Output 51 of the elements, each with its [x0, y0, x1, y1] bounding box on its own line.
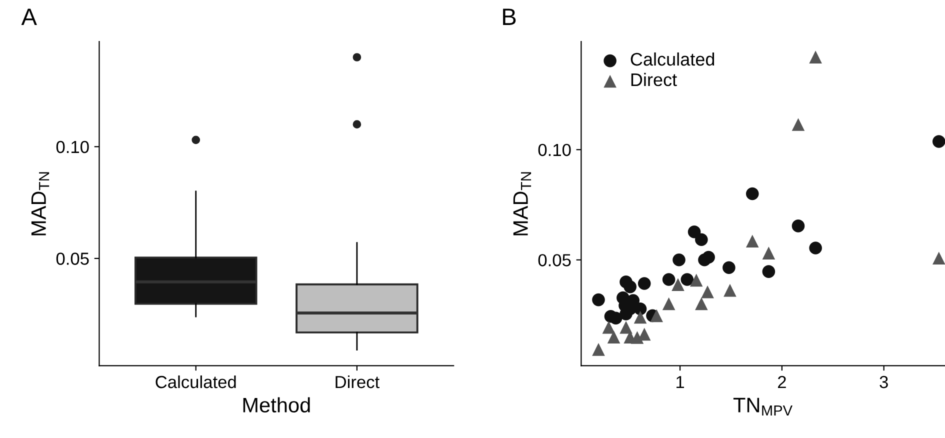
point — [634, 302, 647, 316]
point — [762, 265, 776, 278]
point — [620, 320, 632, 334]
point — [592, 343, 605, 356]
point — [672, 253, 686, 266]
point — [701, 285, 714, 298]
point — [672, 278, 684, 291]
point — [638, 277, 651, 290]
y-axis-title: MAD$_{TN}$ — [31, 172, 50, 236]
y-axis-title: MAD$_{TN}$ — [513, 172, 532, 236]
chart-title: B — [503, 8, 516, 25]
x-tick-label: 2 — [778, 376, 786, 388]
point — [607, 330, 620, 344]
chart-title: A — [21, 8, 37, 25]
y-tick-label: 0.05 — [56, 252, 89, 265]
y-tick-label: 0.05 — [538, 254, 571, 266]
legend-label: Calculated — [630, 52, 714, 66]
point — [695, 297, 708, 310]
y-tick-label: 0.10 — [538, 144, 571, 156]
point — [809, 50, 822, 64]
point — [662, 297, 676, 310]
point — [792, 118, 805, 131]
x-axis-title: Method — [243, 397, 310, 412]
y-tick-label: 0.10 — [56, 140, 89, 154]
point — [762, 246, 776, 260]
point — [662, 273, 676, 286]
point — [690, 274, 703, 287]
point — [809, 242, 822, 254]
point — [592, 293, 605, 306]
point — [792, 220, 805, 232]
point — [634, 310, 647, 324]
point — [746, 187, 759, 200]
point — [650, 309, 663, 322]
point — [630, 331, 644, 344]
x-tick-label: Direct — [336, 375, 380, 388]
point — [680, 273, 694, 286]
point — [609, 312, 622, 325]
point — [932, 252, 945, 265]
x-tick-label: 1 — [676, 376, 684, 388]
point — [695, 233, 708, 246]
x-tick-label: Calculated — [156, 375, 236, 388]
point — [746, 234, 759, 248]
point — [932, 135, 945, 148]
x-tick-label: 3 — [880, 376, 888, 388]
legend-label: Direct — [631, 72, 677, 86]
point — [602, 320, 616, 334]
point — [702, 250, 715, 264]
point — [724, 284, 736, 297]
point — [722, 261, 736, 274]
point — [624, 280, 636, 294]
x-axis-title: TN$_{MPV}$ — [733, 398, 792, 416]
